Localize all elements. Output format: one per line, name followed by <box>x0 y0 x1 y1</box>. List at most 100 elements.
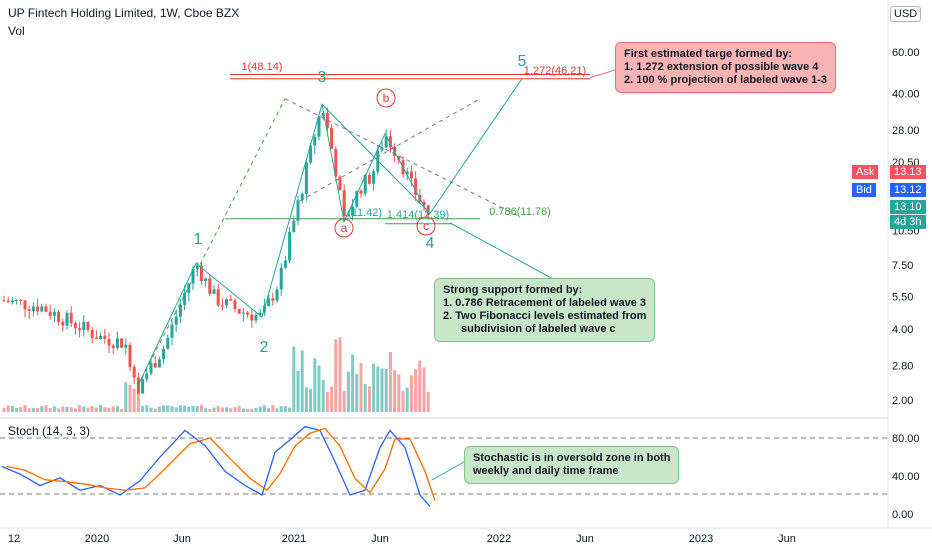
candle-body <box>267 298 271 306</box>
volume-bar <box>124 382 128 412</box>
volume-bar <box>401 391 405 412</box>
volume-bar <box>69 407 73 412</box>
volume-bar <box>309 389 313 412</box>
volume-bar <box>145 405 149 412</box>
channel-line <box>137 98 286 386</box>
candle-body <box>220 305 224 307</box>
candle-body <box>65 312 69 326</box>
candle-body <box>300 193 304 201</box>
volume-bar <box>422 367 426 412</box>
volume-bar <box>342 390 346 412</box>
support-callout-line3: 2. Two Fibonacci levels estimated from <box>443 310 647 322</box>
candle-body <box>187 283 191 293</box>
candle-body <box>258 312 262 315</box>
target-callout-line2: 1. 1.272 extension of possible wave 4 <box>624 61 819 73</box>
candle-body <box>94 337 98 340</box>
volume-bar <box>136 389 140 412</box>
candle-body <box>153 362 157 368</box>
stoch-callout-line2: weekly and daily time frame <box>473 465 619 477</box>
volume-bar <box>367 386 371 412</box>
volume-bar <box>359 362 363 412</box>
price-tick-label: 7.50 <box>892 260 913 272</box>
stoch-scale: 80.00 40.00 0.00 <box>892 433 920 521</box>
volume-bar <box>233 406 237 412</box>
chart-title: UP Fintech Holding Limited, 1W, Cboe BZX <box>8 6 240 20</box>
time-tick-label: 2021 <box>282 533 306 545</box>
candle-body <box>359 190 363 194</box>
volume-bar <box>338 337 342 412</box>
candle-body <box>212 289 216 294</box>
wave-circle-c <box>416 216 436 236</box>
time-tick-label: 2023 <box>689 533 713 545</box>
wave-drawings <box>137 69 616 481</box>
volume-bar <box>15 408 19 412</box>
bid-value: 13.12 <box>890 183 926 197</box>
candle-body <box>99 335 103 340</box>
candle-body <box>199 265 203 281</box>
candle-body <box>78 328 82 331</box>
candle-body <box>275 289 279 301</box>
wave-label-5: 5 <box>518 53 527 70</box>
candle-body <box>15 300 19 302</box>
volume-bar <box>325 391 329 412</box>
volume-bar <box>393 370 397 412</box>
candle-body <box>132 366 136 378</box>
volume-bar <box>82 406 86 412</box>
candle-body <box>388 136 392 148</box>
stoch-tick-label: 80.00 <box>892 433 920 445</box>
stochastic-label[interactable]: Stoch (14, 3, 3) <box>8 424 91 438</box>
candle-body <box>6 300 10 303</box>
wave-circle-a <box>334 218 354 238</box>
volume-bar <box>199 405 203 412</box>
currency-button[interactable]: USD <box>890 6 922 22</box>
fib-level-label: 1.272(46.21) <box>524 65 586 77</box>
candle-body <box>250 314 254 321</box>
candle-body <box>61 321 65 326</box>
candle-body <box>367 175 371 184</box>
volume-bar <box>23 405 27 412</box>
candle-body <box>225 299 229 306</box>
candle-body <box>346 215 350 217</box>
stochastic-lines <box>1 425 436 507</box>
candle-body <box>195 265 199 269</box>
candle-body <box>124 344 128 348</box>
candle-body <box>279 267 283 290</box>
volume-bar <box>355 374 359 412</box>
candle-body <box>397 155 401 161</box>
volume-bar <box>157 406 161 412</box>
price-tick-label: 40.00 <box>892 88 920 100</box>
time-tick-label: 2020 <box>85 533 109 545</box>
volume-bar <box>149 407 153 412</box>
volume-bar <box>241 408 245 412</box>
wave-circle-b <box>376 88 396 108</box>
volume-bar <box>132 388 136 412</box>
candle-body <box>229 299 233 301</box>
target-callout-line3: 2. 100 % projection of labeled wave 1-3 <box>624 74 827 86</box>
candle-body <box>384 136 388 148</box>
candle-body <box>107 338 111 346</box>
stoch-d-line <box>6 427 436 501</box>
volume-bar <box>31 407 35 412</box>
volume-bar <box>90 406 94 412</box>
volume-bar <box>19 407 23 412</box>
volume-bar <box>187 406 191 412</box>
candle-body <box>426 205 430 216</box>
volume-bar <box>376 366 380 412</box>
volume-bar <box>220 407 224 412</box>
candle-body <box>82 321 86 331</box>
volume-bar <box>120 408 124 412</box>
candle-body <box>246 312 250 315</box>
target-pointer <box>589 69 616 79</box>
candle-body <box>52 311 56 316</box>
candle-body <box>422 201 426 206</box>
candle-body <box>141 379 145 394</box>
candle-body <box>271 298 275 301</box>
candle-body <box>330 127 334 149</box>
candle-body <box>157 359 161 368</box>
elliott-wave-path <box>137 78 523 386</box>
candle-body <box>292 220 296 232</box>
volume-bar <box>380 368 384 412</box>
candle-body <box>409 171 413 179</box>
volume-bar <box>250 408 254 412</box>
